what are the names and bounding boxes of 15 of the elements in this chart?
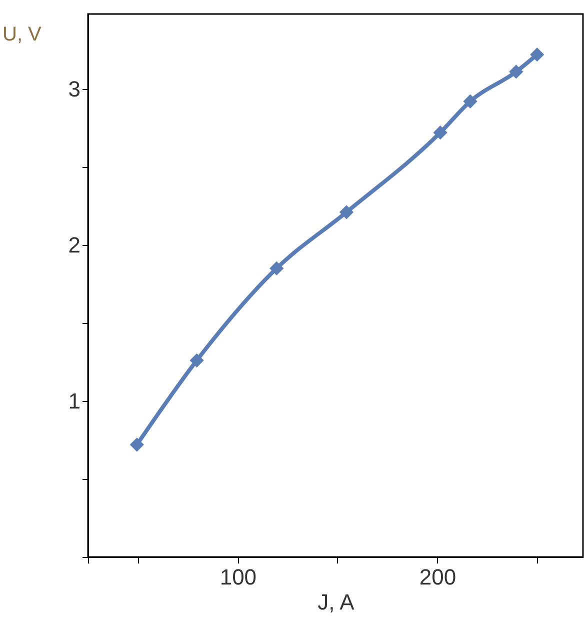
point — [463, 94, 478, 108]
point — [190, 353, 204, 368]
x-tick-label: 200 — [419, 564, 456, 590]
y-tick-label: 1 — [68, 388, 80, 414]
point — [339, 205, 354, 220]
x-axis-title: J, A — [318, 590, 355, 614]
y-axis-title: U, V — [2, 24, 42, 46]
point — [530, 48, 544, 62]
point — [270, 261, 284, 276]
y-tick-label: 2 — [68, 232, 80, 258]
point — [433, 126, 448, 140]
point — [509, 64, 524, 79]
y-tick-label: 3 — [68, 76, 80, 102]
point — [130, 438, 144, 452]
x-tick-label: 100 — [220, 564, 257, 590]
